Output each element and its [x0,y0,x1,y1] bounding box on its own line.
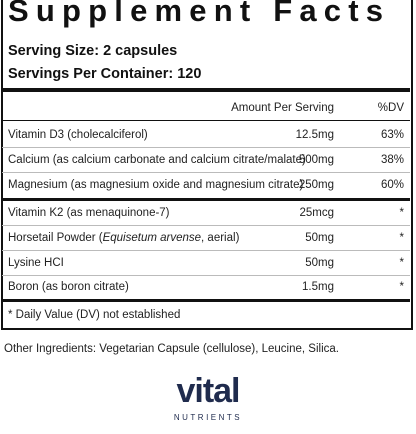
divider [2,198,410,201]
serving-size: Serving Size: 2 capsules [8,43,178,59]
ingredient-name: Magnesium (as magnesium oxide and magnes… [8,178,303,192]
divider [2,299,410,302]
servings-per-container: Servings Per Container: 120 [8,66,202,82]
daily-value: 60% [380,179,404,191]
daily-value: 63% [380,129,404,141]
amount: 50mg [305,232,334,244]
footnote: * Daily Value (DV) not established [8,309,181,321]
row-divider [2,225,410,226]
col-header: Amount Per Serving [231,102,334,114]
ingredient-name: Horsetail Powder (Equisetum arvense, aer… [8,231,239,245]
row-divider [2,147,410,148]
ingredient-name-text: Calcium (as calcium carbonate and calciu… [8,154,306,166]
amount: 500mg [298,154,334,166]
daily-value: 38% [380,154,404,166]
amount: 250mg [298,179,334,191]
ingredient-name: Vitamin D3 (cholecalciferol) [8,128,148,142]
ingredient-name: Boron (as boron citrate) [8,280,129,294]
ingredient-latin: Equisetum arvense [102,232,202,244]
daily-value: * [399,257,404,269]
ingredient-name: Vitamin K2 (as menaquinone-7) [8,206,170,220]
ingredient-name-text: Horsetail Powder ( [8,232,103,244]
col-header: %DV [377,102,404,114]
ingredient-name: Calcium (as calcium carbonate and calciu… [8,153,306,167]
row-divider [2,250,410,251]
amount: 1.5mg [302,281,334,293]
ingredient-name-text: , aerial) [201,232,240,244]
ingredient-name-text: Boron (as boron citrate) [8,281,129,293]
logo-tagline: NUTRIENTS [173,413,243,422]
ingredient-name-text: Vitamin K2 (as menaquinone-7) [8,207,170,219]
ingredient-name: Lysine HCI [8,256,64,270]
daily-value: * [399,232,404,244]
amount: 25mcg [299,207,334,219]
divider [2,120,410,121]
ingredient-name-text: Vitamin D3 (cholecalciferol) [8,129,148,141]
daily-value: * [399,281,404,293]
logo: vital [176,372,240,410]
row-divider [2,275,410,276]
amount: 12.5mg [295,129,334,141]
title: Supplement Facts [8,0,391,28]
ingredient-name-text: Lysine HCI [8,257,64,269]
amount: 50mg [305,257,334,269]
row-divider [2,172,410,173]
divider [2,88,410,92]
ingredient-name-text: Magnesium (as magnesium oxide and magnes… [8,179,304,191]
other-ingredients: Other Ingredients: Vegetarian Capsule (c… [4,343,339,355]
facts-box [1,0,413,330]
daily-value: * [399,207,404,219]
